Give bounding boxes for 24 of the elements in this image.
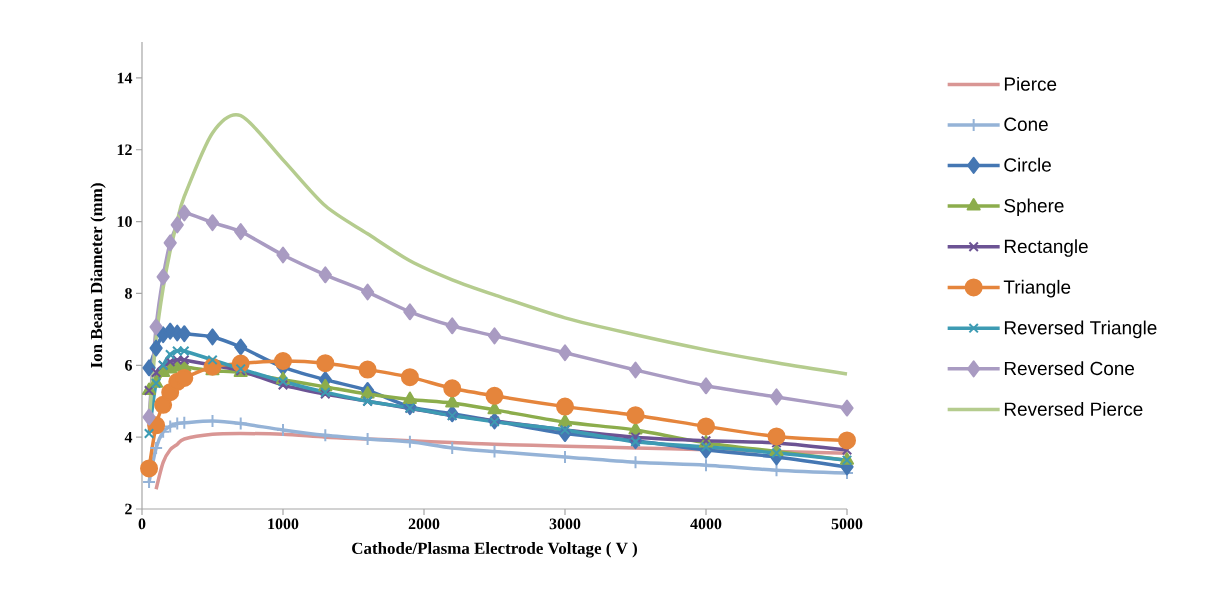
x-tick-label: 5000	[831, 518, 863, 530]
legend-label: Reversed Pierce	[1004, 401, 1143, 416]
legend-label: Triangle	[1003, 279, 1071, 298]
x-axis-title: Cathode/Plasma Electrode Voltage ( V )	[352, 542, 637, 558]
y-tick-label: 8	[125, 288, 132, 299]
legend-label: Rectangle	[1004, 239, 1088, 257]
y-tick-label: 6	[125, 359, 133, 371]
x-tick-label: 1000	[268, 518, 299, 530]
y-tick-label: 4	[124, 431, 133, 443]
y-axis-title: Ion Beam Diameter (mm)	[90, 183, 106, 368]
y-tick-label: 12	[117, 144, 132, 156]
legend-label: Cone	[1004, 117, 1048, 131]
y-tick-label: 14	[117, 72, 133, 84]
y-tick-label: 10	[117, 216, 132, 227]
x-tick-label: 4000	[690, 518, 722, 530]
x-tick-label: 0	[138, 518, 146, 530]
x-tick-label: 2000	[408, 518, 440, 530]
legend-label: Sphere	[1004, 198, 1064, 217]
y-tick-label: 2	[125, 503, 132, 515]
legend-label: Pierce	[1004, 76, 1057, 91]
legend-label: Reversed Cone	[1004, 361, 1135, 376]
x-tick-label: 3000	[549, 518, 581, 530]
legend-label: Circle	[1004, 157, 1051, 172]
legend-label: Reversed Triangle	[1004, 320, 1157, 339]
